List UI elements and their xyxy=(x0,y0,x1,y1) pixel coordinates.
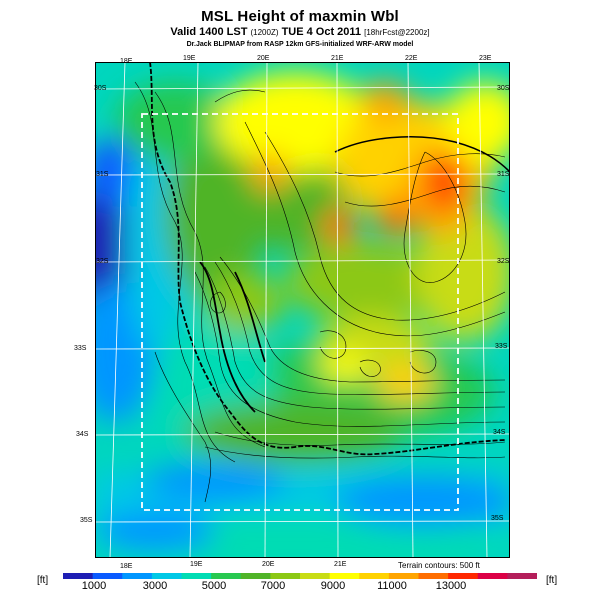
colorbar-swatch xyxy=(507,573,537,579)
colorbar-label-1: 1000 xyxy=(81,580,107,592)
lat-right-1: 30S xyxy=(497,85,510,92)
valid-prefix: Valid 1400 LST xyxy=(170,26,248,38)
colorbar-label-6: 11000 xyxy=(377,580,407,592)
ridge-contour xyxy=(199,261,256,413)
graticule xyxy=(95,62,510,558)
lat-right-5: 34S xyxy=(493,429,506,436)
colorbar-swatch xyxy=(211,573,242,579)
valid-date: TUE 4 Oct 2011 xyxy=(281,26,362,38)
coastline xyxy=(149,62,506,456)
credit-line: Dr.Jack BLIPMAP from RASP 12km GFS-initi… xyxy=(186,41,414,48)
lon-top-1: 18E xyxy=(120,58,133,65)
colorbar-label-5: 9000 xyxy=(320,580,346,592)
map-title: MSL Height of maxmin Wbl xyxy=(201,8,399,25)
lat-right-2: 31S xyxy=(497,171,510,178)
lon-top-5: 22E xyxy=(405,55,418,62)
colorbar-swatch xyxy=(240,573,271,579)
colorbar-swatch xyxy=(300,573,331,579)
height-field xyxy=(95,72,510,558)
colorbar-swatch xyxy=(477,573,508,579)
ridge-contour-2 xyxy=(234,271,266,363)
inner-domain-box xyxy=(141,113,459,511)
lon-top-3: 20E xyxy=(257,55,270,62)
colorbar-swatch xyxy=(270,573,301,579)
valid-run: [18hrFcst@2200z] xyxy=(364,28,430,37)
lat-left-6: 35S xyxy=(80,517,93,524)
colorbar-label-7: 13000 xyxy=(435,580,467,592)
unit-right: [ft] xyxy=(546,575,558,586)
lon-bottom-4: 21E xyxy=(334,561,347,568)
colorbar-swatch xyxy=(151,573,183,579)
map-frame xyxy=(95,62,510,558)
colorbar-swatch xyxy=(181,573,212,579)
colorbar-label-2: 3000 xyxy=(142,580,168,592)
lat-right-4: 33S xyxy=(495,343,508,350)
colorbar xyxy=(63,573,537,579)
lat-right-3: 32S xyxy=(497,258,510,265)
colorbar-swatch xyxy=(418,573,449,579)
colorbar-swatch xyxy=(92,573,123,579)
lon-bottom-2: 19E xyxy=(190,561,203,568)
terrain-contour-note: Terrain contours: 500 ft xyxy=(398,561,480,570)
lat-left-2: 31S xyxy=(96,171,109,178)
lon-top-2: 19E xyxy=(183,55,196,62)
colorbar-swatch xyxy=(448,573,479,579)
blipmap-plot xyxy=(95,62,510,558)
lon-top-6: 23E xyxy=(479,55,492,62)
lat-left-4: 33S xyxy=(74,345,87,352)
lat-left-1: 30S xyxy=(94,85,107,92)
lat-right-6: 35S xyxy=(491,515,504,522)
colorbar-swatch xyxy=(122,573,153,579)
valid-time: Valid 1400 LST (1200Z) TUE 4 Oct 2011 [1… xyxy=(0,26,600,38)
colorbar-swatch xyxy=(359,573,390,579)
valid-utc: (1200Z) xyxy=(250,28,279,37)
northern-contour xyxy=(334,136,510,173)
lat-left-5: 34S xyxy=(76,431,89,438)
colorbar-swatch xyxy=(388,573,420,579)
colorbar-swatch xyxy=(329,573,360,579)
colorbar-label-3: 5000 xyxy=(201,580,227,592)
lat-left-3: 32S xyxy=(96,258,109,265)
colorbar-swatch xyxy=(63,573,94,579)
colorbar-label-4: 7000 xyxy=(260,580,286,592)
unit-left: [ft] xyxy=(37,575,49,586)
lon-top-4: 21E xyxy=(331,55,344,62)
lon-bottom-3: 20E xyxy=(262,561,275,568)
lon-bottom-1: 18E xyxy=(120,563,133,570)
